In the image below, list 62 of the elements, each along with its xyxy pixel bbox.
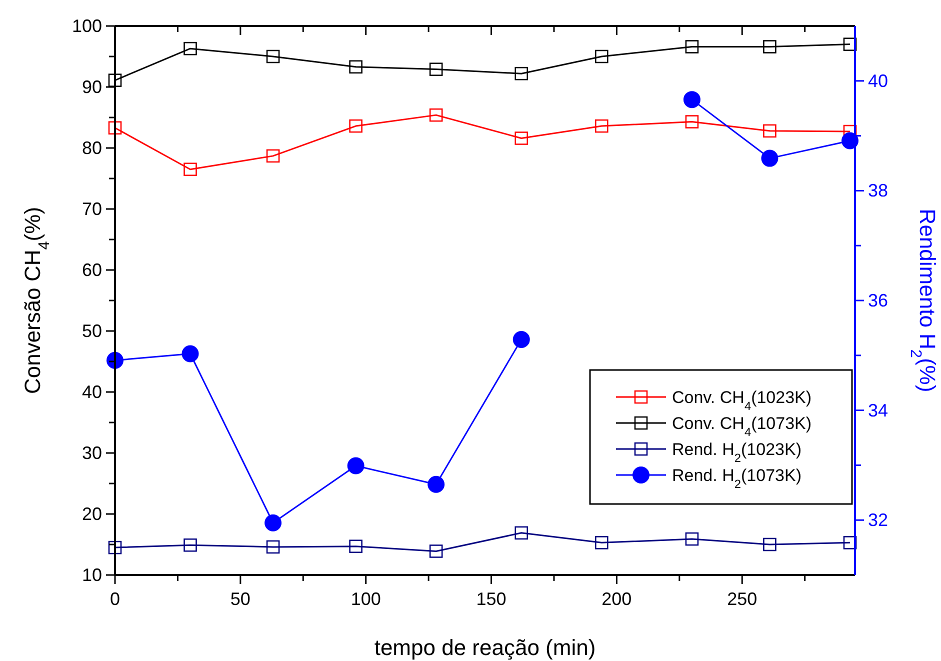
y-tick-label: 100	[72, 16, 102, 36]
point	[266, 50, 280, 64]
y-tick-label: 70	[82, 199, 102, 219]
point	[428, 476, 445, 493]
y2-tick-label: 32	[868, 510, 888, 530]
y2-tick-label: 38	[868, 180, 888, 201]
x-tick-label: 150	[476, 589, 506, 609]
point	[108, 74, 122, 87]
point	[763, 124, 776, 138]
y-tick-label: 50	[82, 321, 102, 341]
x-axis-title: tempo de reação (min)	[374, 635, 596, 660]
point	[685, 532, 699, 546]
y2-tick-label: 34	[868, 400, 888, 420]
point	[761, 150, 778, 167]
x-tick-label: 200	[602, 589, 632, 609]
x-tick-label: 0	[110, 589, 120, 609]
point	[514, 526, 528, 540]
y-tick-label: 30	[82, 443, 102, 463]
point	[349, 60, 362, 74]
point	[266, 540, 280, 554]
point	[349, 540, 362, 553]
y-tick-label: 40	[82, 382, 102, 402]
point	[594, 536, 608, 550]
point	[594, 50, 608, 64]
point	[763, 40, 776, 54]
point	[108, 121, 122, 135]
y2-tick-label: 40	[868, 70, 888, 91]
x-tick-label: 50	[230, 589, 250, 609]
y-tick-label: 90	[82, 77, 102, 97]
point	[266, 149, 280, 163]
point	[184, 538, 197, 552]
y-tick-label: 10	[82, 565, 102, 585]
point	[514, 66, 528, 80]
point	[429, 62, 443, 76]
legend-label: Rend. H$_{2}$(1073K)	[672, 466, 802, 491]
x-tick-label: 100	[350, 589, 381, 609]
point	[843, 536, 857, 550]
point	[685, 40, 699, 54]
x-tick-label: 250	[727, 589, 758, 609]
point	[108, 540, 122, 554]
legend-label: Rend. H$_{2}$(1023K)	[672, 440, 802, 465]
point	[182, 345, 199, 362]
point	[429, 108, 443, 122]
point	[512, 330, 530, 348]
point	[514, 132, 528, 145]
y-tick-label: 20	[82, 504, 102, 524]
point	[347, 457, 364, 474]
y-tick-label: 80	[82, 138, 102, 158]
point	[594, 119, 608, 133]
point	[763, 538, 776, 552]
point	[264, 514, 282, 532]
point	[349, 119, 362, 133]
y-tick-label: 60	[82, 260, 102, 280]
point	[683, 91, 700, 108]
point	[184, 42, 197, 56]
point	[685, 115, 699, 128]
point	[843, 38, 857, 51]
point	[184, 162, 197, 176]
legend-label: Conv. CH$_{4}$(1073K)	[672, 414, 812, 439]
point	[429, 544, 443, 558]
legend-label: Conv. CH$_{4}$(1023K)	[672, 388, 812, 413]
y2-tick-label: 36	[868, 290, 888, 310]
